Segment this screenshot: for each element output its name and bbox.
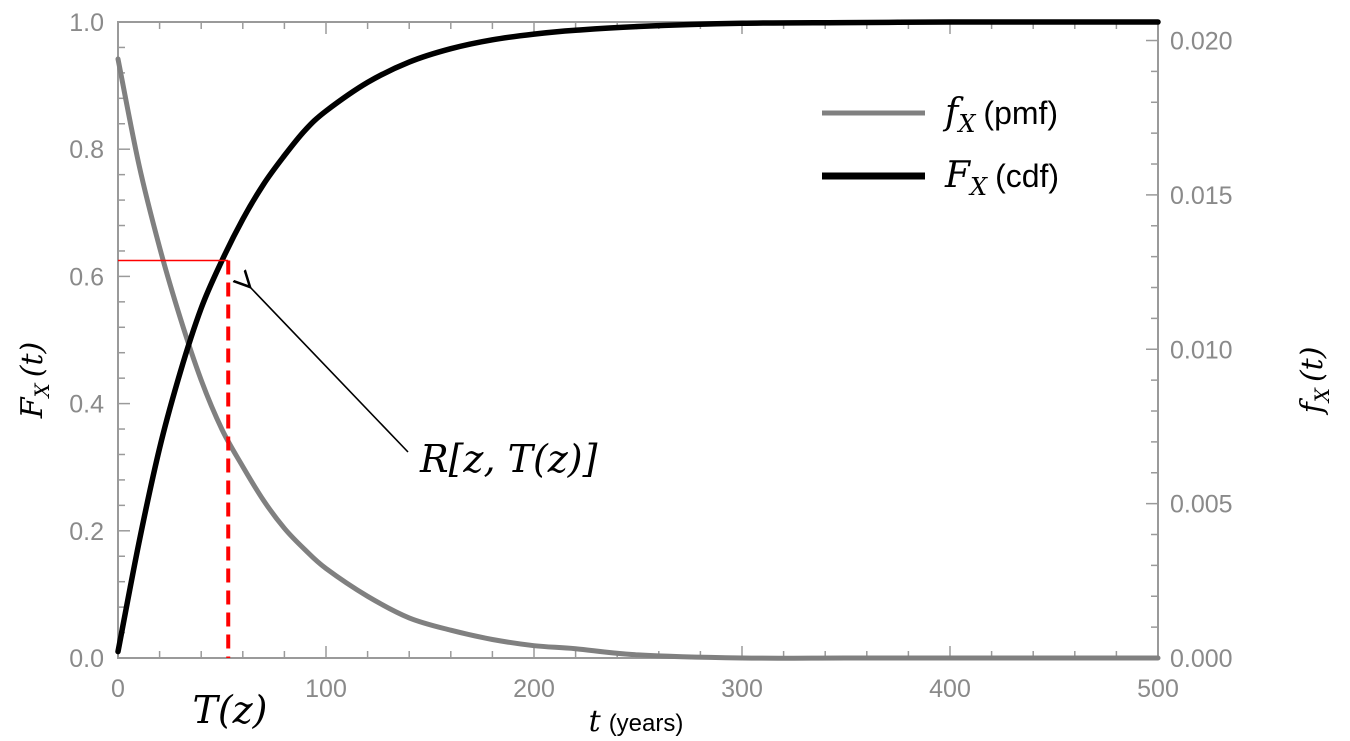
x-tick-label: 200 [513,675,555,703]
right-tick-label: 0.005 [1170,491,1233,519]
x-tick-label: 100 [305,675,347,703]
x-tick-label: 400 [929,675,971,703]
series-line-cdf [115,19,1161,655]
x-tick-label: 300 [721,675,763,703]
right-tick-label: 0.010 [1170,336,1233,364]
legend-label-cdf: FX (cdf) [944,155,1059,201]
left-axis-label-text: FX(t) [15,342,54,420]
annotation-arrow [250,287,409,453]
right-axis-label: fX(t) [1295,347,1334,416]
series-layer [115,19,1161,661]
left-tick-label: 1.0 [69,9,104,37]
axis-ticks: 0 100 200 300 400 500 0.0 0.2 0.4 0.6 0.8 1.0 0.000 0… [69,9,1232,703]
left-axis-label: FX(t) [15,342,54,420]
annotations: T(z) R[z, T(z)] [118,259,598,732]
left-tick-label: 0.2 [69,518,104,546]
legend-label-pmf: fX (pmf) [942,92,1058,138]
annotation-label: R[z, T(z)] [419,437,598,481]
series-line-pmf [115,56,1161,661]
left-tick-label: 0.6 [69,263,104,291]
left-tick-label: 0.4 [69,391,104,419]
x-tick-label: 500 [1137,675,1179,703]
right-tick-label: 0.015 [1170,182,1233,210]
right-tick-label: 0.020 [1170,28,1233,56]
left-tick-label: 0.8 [69,136,104,164]
legend: fX (pmf) FX (cdf) [822,92,1059,201]
threshold-x-label: T(z) [192,688,267,732]
plot-border [117,21,1159,659]
right-axis-label-text: fX(t) [1295,347,1334,416]
x-axis-label: t (years) [589,704,684,739]
right-tick-label: 0.000 [1170,645,1233,673]
left-tick-label: 0.0 [69,645,104,673]
axis-labels: t (years) FX(t) fX(t) [15,342,1334,739]
x-tick-label: 0 [111,675,125,703]
plot-frame [117,21,1159,659]
